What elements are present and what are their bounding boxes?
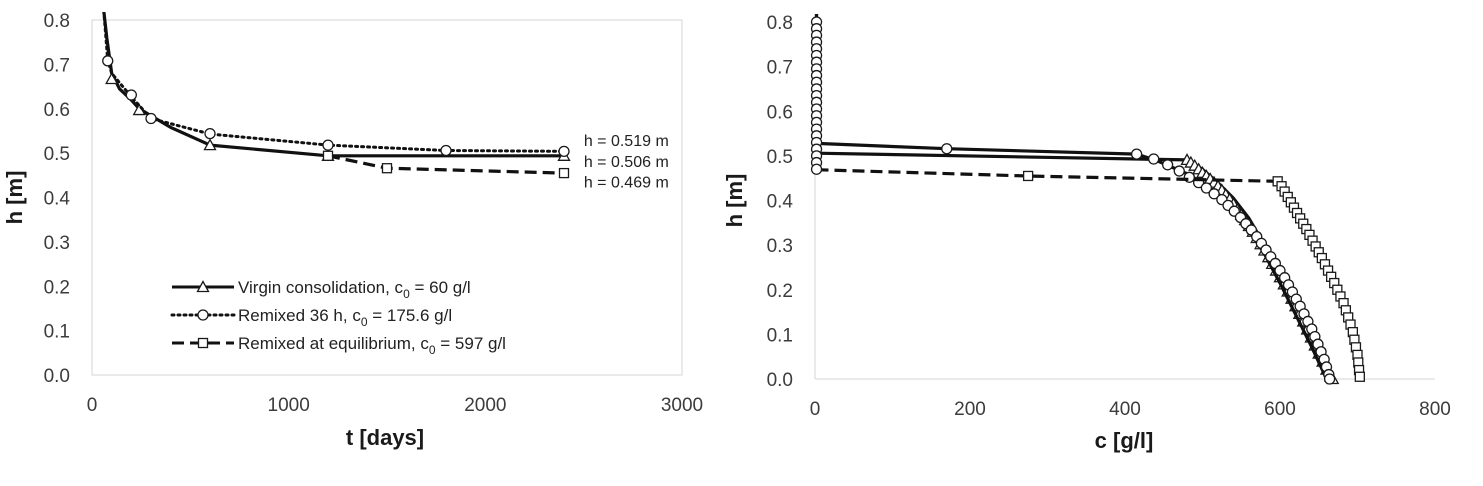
data-point-marker <box>810 163 823 175</box>
data-point-marker <box>145 112 157 125</box>
x-tick-label: 3000 <box>661 395 703 416</box>
data-point-marker <box>1022 170 1034 182</box>
series-line-3 <box>327 154 565 175</box>
y-tick-label: 0.2 <box>767 281 793 302</box>
legend: Virgin consolidation, c0 = 60 g/l Remixed… <box>170 278 506 357</box>
data-point-marker <box>1173 165 1185 177</box>
y-tick-label: 0.3 <box>44 233 70 254</box>
y-tick-label: 0.1 <box>44 322 70 343</box>
y-tick-label: 0.6 <box>44 100 70 121</box>
data-point-marker <box>440 144 452 157</box>
x-tick-label: 200 <box>954 399 986 420</box>
data-point-marker <box>381 163 393 174</box>
y-tick-label: 0.8 <box>767 13 793 34</box>
legend-entry-label: Virgin consolidation, c0 = 60 g/l <box>238 278 471 301</box>
chart-height-vs-time: 0 1000 2000 3000 0.0 0.1 0.2 0.3 0.4 0.5 0.6 0.7 0.8… <box>2 11 703 450</box>
y-tick-label: 0.4 <box>767 192 794 213</box>
series-line-1 <box>102 12 564 158</box>
y-tick-label: 0.4 <box>44 189 71 210</box>
series-line-1 <box>814 14 1334 380</box>
data-point-marker <box>1148 153 1160 165</box>
y-tick-label: 0.2 <box>44 277 70 298</box>
data-point-marker <box>1161 159 1174 171</box>
y-tick-label: 0.5 <box>44 144 70 165</box>
annotation-label: h = 0.506 m <box>584 154 669 171</box>
x-tick-label: 1000 <box>268 395 310 416</box>
series-group <box>810 14 1365 385</box>
x-tick-label: 600 <box>1264 399 1296 420</box>
y-tick-label: 0.1 <box>767 325 793 346</box>
series-line-2 <box>102 12 566 153</box>
data-point-marker <box>558 167 570 179</box>
data-point-marker <box>941 143 953 155</box>
x-tick-label: 0 <box>810 399 821 420</box>
x-axis-title: t [days] <box>346 425 424 450</box>
y-tick-label: 0.8 <box>44 11 70 32</box>
y-tick-label: 0.7 <box>44 55 70 76</box>
plot-area-frame <box>91 19 683 376</box>
y-tick-label: 0.6 <box>767 102 793 123</box>
data-point-marker <box>1208 188 1220 200</box>
chart-height-vs-concentration: 0 200 400 600 800 0.0 0.1 0.2 0.3 0.4 0.5 0.6 0.7 0.8… <box>722 13 1451 453</box>
data-point-marker <box>203 138 217 151</box>
data-point-marker <box>125 89 137 101</box>
data-point-marker <box>1200 182 1213 194</box>
data-point-marker <box>1323 373 1336 385</box>
data-point-marker <box>558 145 570 158</box>
legend-entry-label: Remixed 36 h, c0 = 175.6 g/l <box>238 306 452 329</box>
series-group <box>102 12 571 179</box>
annotation-label: h = 0.519 m <box>584 133 669 150</box>
y-axis-title: h [m] <box>2 171 27 225</box>
x-tick-label: 2000 <box>464 395 506 416</box>
data-point-marker <box>1130 148 1143 160</box>
y-tick-label: 0.3 <box>767 236 793 257</box>
data-point-marker <box>322 139 334 151</box>
y-tick-label: 0.7 <box>767 58 793 79</box>
annotation-label: h = 0.469 m <box>584 175 669 192</box>
y-tick-label: 0.0 <box>44 366 70 387</box>
y-tick-label: 0.5 <box>767 147 793 168</box>
data-point-marker <box>322 150 334 161</box>
legend-marker-swatch <box>197 337 209 349</box>
x-tick-label: 400 <box>1109 399 1141 420</box>
data-point-marker <box>102 55 114 67</box>
data-point-marker <box>1354 371 1365 382</box>
legend-entry-label: Remixed at equilibrium, c0 = 597 g/l <box>238 334 506 357</box>
data-point-marker <box>204 127 216 140</box>
x-axis-title: c [g/l] <box>1095 428 1154 453</box>
y-tick-label: 0.0 <box>767 370 793 391</box>
x-tick-label: 0 <box>87 395 98 416</box>
y-axis-title: h [m] <box>722 174 747 228</box>
x-tick-label: 800 <box>1419 399 1451 420</box>
series-line-2 <box>814 14 1328 380</box>
legend-marker-swatch <box>196 280 210 293</box>
legend-marker-swatch <box>197 309 209 321</box>
